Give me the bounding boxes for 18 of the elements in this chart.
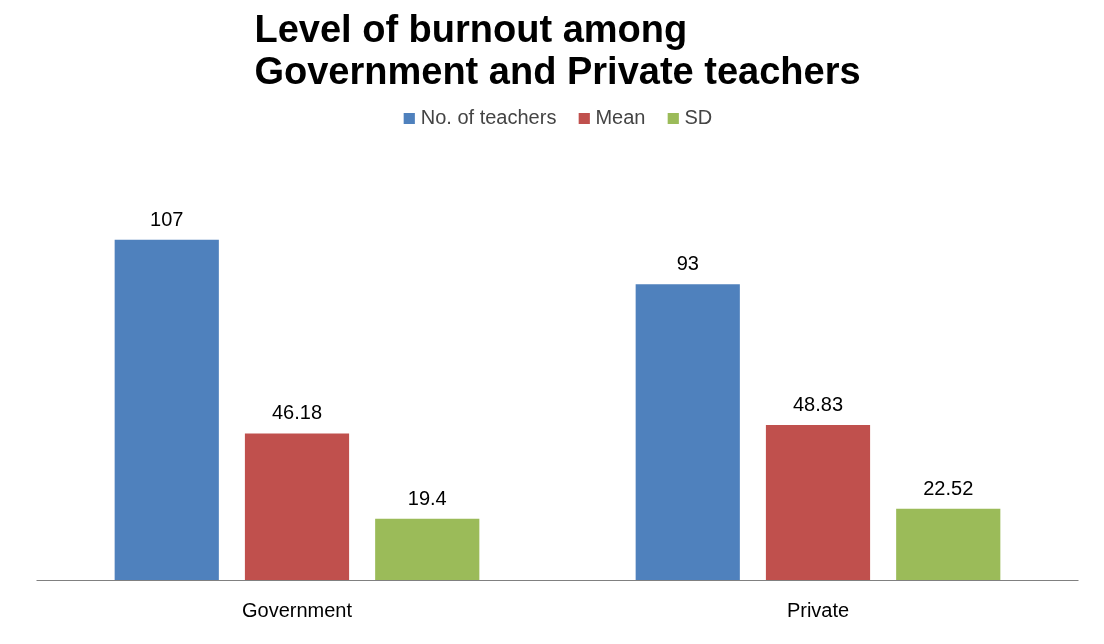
data-label: 46.18 xyxy=(271,401,323,424)
bar xyxy=(896,508,1001,581)
data-label: 107 xyxy=(150,207,184,230)
data-label: 22.52 xyxy=(923,476,974,499)
data-label: 19.4 xyxy=(407,486,447,509)
data-label: 48.83 xyxy=(792,392,844,415)
legend-label: No. of teachers xyxy=(420,106,557,129)
bar xyxy=(375,518,480,581)
legend-label: SD xyxy=(684,106,713,129)
bar xyxy=(635,284,740,581)
bar xyxy=(244,433,350,581)
x-tick-label: Private xyxy=(786,598,850,621)
data-label: 93 xyxy=(676,252,699,275)
legend-label: Mean xyxy=(595,106,646,129)
chart-title: Level of burnout among Government and Private teachers xyxy=(254,7,861,92)
bar xyxy=(765,424,871,581)
x-tick-label: Government xyxy=(241,598,353,621)
bar xyxy=(114,239,219,581)
